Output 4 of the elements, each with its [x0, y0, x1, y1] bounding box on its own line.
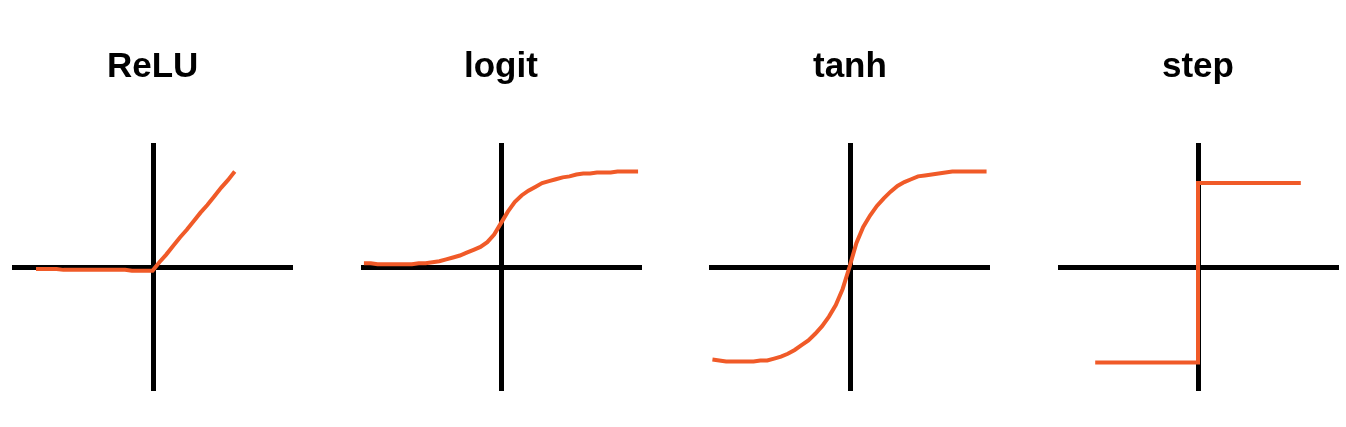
chart-title: logit: [464, 45, 539, 84]
chart-title: step: [1162, 45, 1234, 84]
chart-title: tanh: [813, 45, 887, 84]
chart-title: ReLU: [107, 45, 199, 84]
